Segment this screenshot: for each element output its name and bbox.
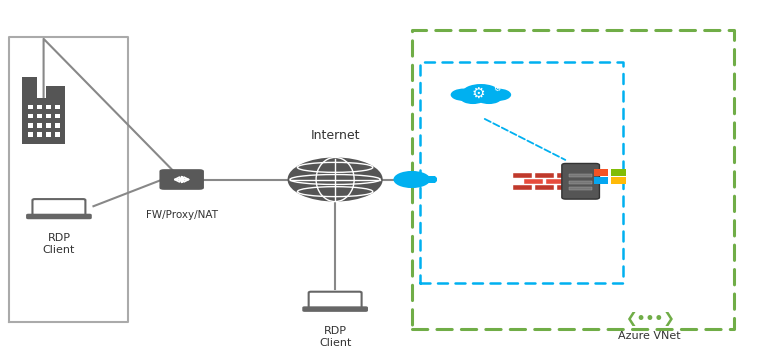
FancyBboxPatch shape: [562, 163, 599, 199]
Bar: [37, 123, 42, 128]
Circle shape: [287, 157, 383, 202]
Bar: [569, 181, 592, 184]
Bar: [557, 173, 576, 178]
Bar: [534, 185, 554, 190]
Text: Internet: Internet: [310, 129, 360, 142]
Text: Azure VNet: Azure VNet: [618, 331, 681, 341]
Bar: [37, 132, 42, 137]
Bar: [55, 123, 59, 128]
Bar: [611, 169, 625, 176]
Circle shape: [484, 89, 511, 101]
Bar: [22, 98, 65, 144]
Bar: [46, 114, 51, 118]
Bar: [513, 173, 532, 178]
FancyBboxPatch shape: [159, 169, 204, 190]
Bar: [28, 132, 32, 137]
Bar: [557, 185, 576, 190]
FancyBboxPatch shape: [309, 292, 362, 309]
Text: FW/Proxy/NAT: FW/Proxy/NAT: [146, 210, 218, 220]
Bar: [22, 77, 37, 98]
Bar: [567, 179, 588, 184]
Bar: [569, 174, 592, 177]
Bar: [55, 132, 59, 137]
Text: ❮•••❯: ❮•••❯: [624, 312, 675, 326]
FancyBboxPatch shape: [303, 307, 367, 311]
Bar: [46, 132, 51, 137]
Bar: [28, 104, 32, 109]
Bar: [594, 177, 608, 184]
FancyBboxPatch shape: [27, 214, 91, 219]
Text: RDP
Client: RDP Client: [319, 326, 351, 348]
Bar: [28, 114, 32, 118]
Bar: [28, 123, 32, 128]
Bar: [45, 86, 65, 98]
Bar: [594, 169, 608, 176]
Circle shape: [393, 171, 430, 188]
Bar: [513, 185, 532, 190]
Text: RDP
Client: RDP Client: [43, 233, 75, 255]
Circle shape: [460, 93, 485, 104]
Bar: [534, 173, 554, 178]
Text: ⚙: ⚙: [472, 86, 486, 101]
Text: ⚙: ⚙: [493, 83, 500, 92]
Bar: [37, 104, 42, 109]
Bar: [46, 123, 51, 128]
Bar: [569, 187, 592, 190]
Circle shape: [462, 84, 500, 101]
Bar: [55, 114, 59, 118]
Bar: [55, 104, 59, 109]
Bar: [546, 179, 565, 184]
Circle shape: [450, 89, 477, 101]
Bar: [524, 179, 544, 184]
Bar: [37, 114, 42, 118]
Circle shape: [477, 93, 501, 104]
Bar: [611, 177, 625, 184]
Bar: [46, 104, 51, 109]
FancyBboxPatch shape: [32, 199, 85, 216]
